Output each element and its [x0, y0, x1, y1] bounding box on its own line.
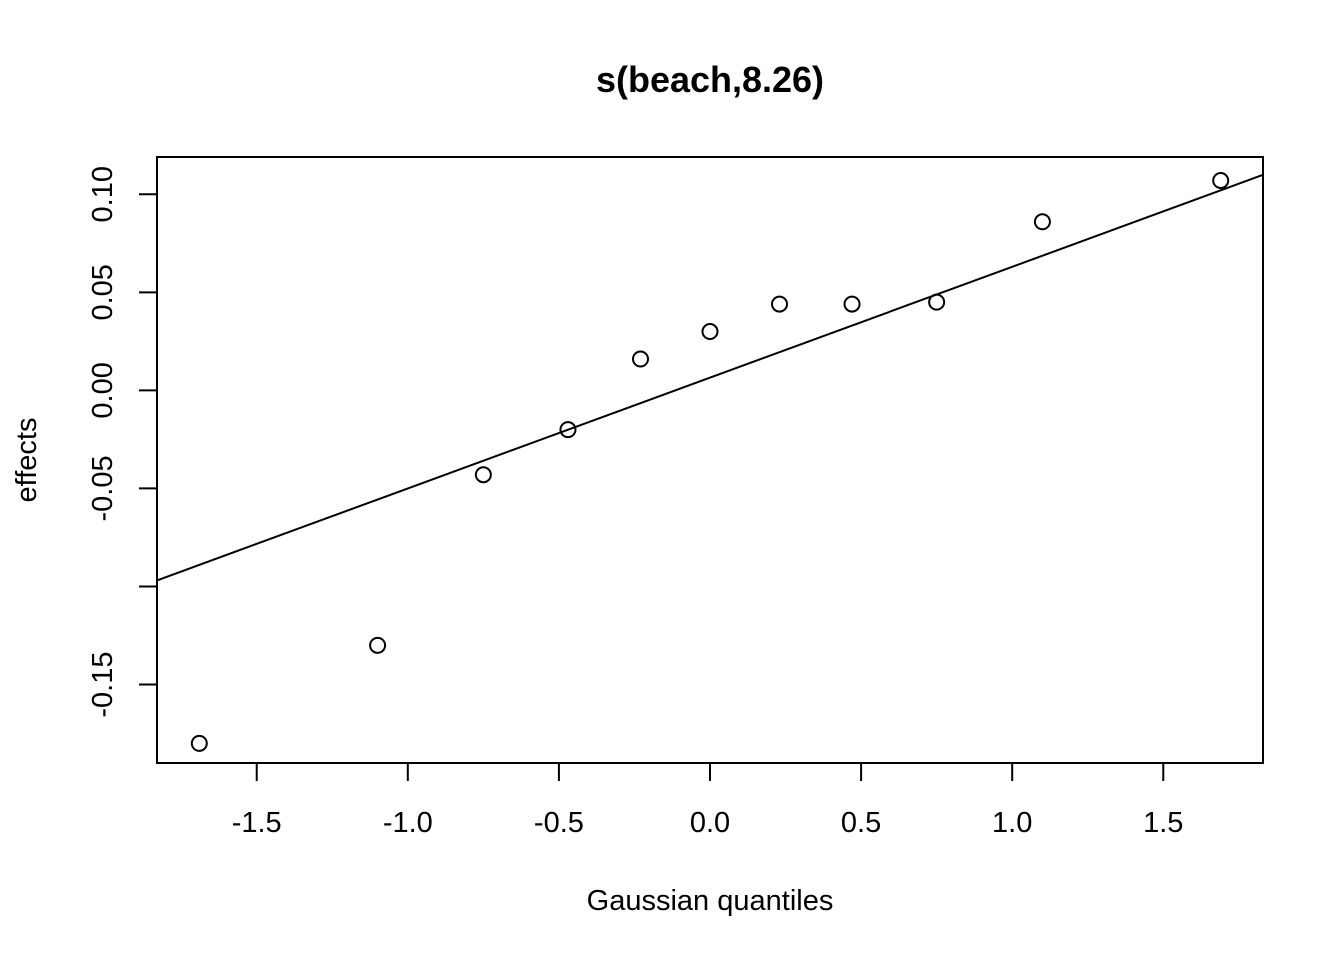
data-point — [190, 734, 208, 752]
data-point — [631, 350, 649, 368]
x-tick-label: -1.0 — [383, 807, 433, 839]
y-axis: -0.15 -0.05 0.00 0.05 0.10 — [87, 166, 158, 718]
chart-title: s(beach,8.26) — [596, 59, 824, 100]
x-tick-label: 1.0 — [992, 807, 1032, 839]
y-axis-label: effects — [11, 418, 43, 503]
x-tick-label: 0.5 — [841, 807, 881, 839]
x-tick-label: 0.0 — [690, 807, 730, 839]
points-layer — [190, 172, 1230, 752]
y-tick-label: 0.05 — [87, 264, 119, 320]
x-tick-label: 1.5 — [1143, 807, 1183, 839]
data-point — [843, 295, 861, 313]
reference-line — [156, 173, 1264, 582]
y-tick-label: -0.15 — [87, 651, 119, 717]
x-axis-label: Gaussian quantiles — [587, 885, 834, 917]
data-point — [474, 466, 492, 484]
data-point — [559, 421, 577, 439]
reference-line-layer — [156, 173, 1264, 582]
y-tick-label: -0.05 — [87, 455, 119, 521]
y-tick-label: 0.00 — [87, 362, 119, 418]
data-point — [1033, 213, 1051, 231]
x-tick-label: -0.5 — [534, 807, 584, 839]
data-point — [771, 295, 789, 313]
data-point — [701, 323, 719, 341]
plot-frame — [156, 156, 1264, 764]
y-tick-label: 0.10 — [87, 166, 119, 222]
x-axis: -1.5 -1.0 -0.5 0.0 0.5 1.0 1.5 — [232, 762, 1183, 839]
data-point — [1212, 172, 1230, 190]
data-point — [369, 636, 387, 654]
x-tick-label: -1.5 — [232, 807, 282, 839]
data-point — [928, 293, 946, 311]
